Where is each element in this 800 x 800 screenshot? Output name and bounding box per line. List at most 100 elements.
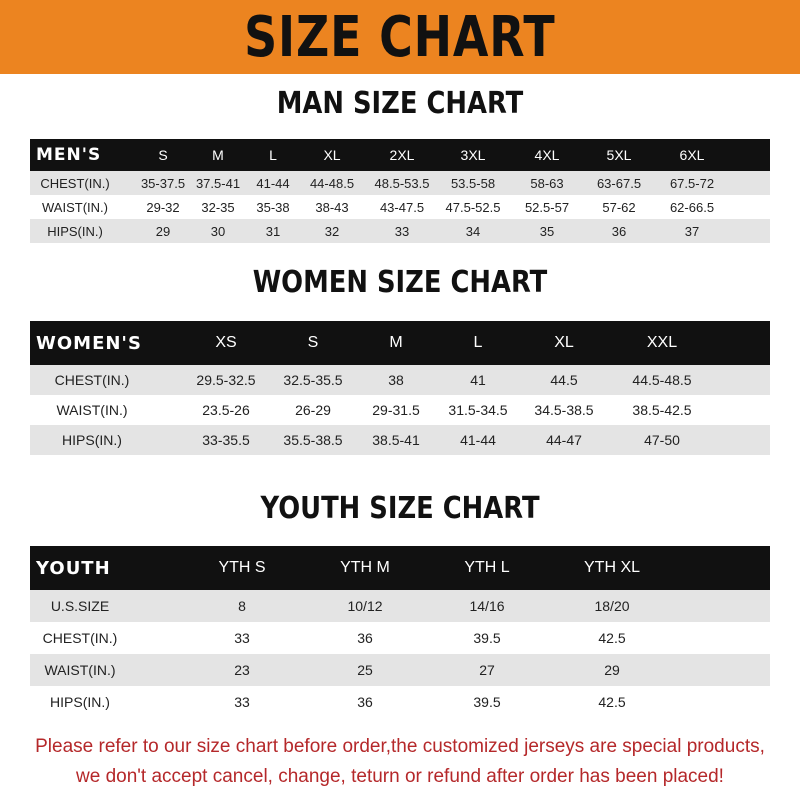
table-cell: 32 (324, 223, 340, 239)
table-cell: 18/20 (594, 598, 630, 614)
size-column-header: M (389, 334, 403, 351)
size-column-header: 2XL (389, 147, 415, 163)
table-cell: 35-37.5 (140, 175, 186, 191)
table-cell: 67.5-72 (669, 175, 715, 191)
row-label: WAIST(IN.) (44, 662, 116, 678)
table-cell: 41-44 (256, 175, 290, 191)
table-corner-label: YOUTH (36, 557, 111, 579)
table-row: HIPS(IN.) 33 36 39.5 42.5 (30, 686, 770, 718)
table-cell: 35-38 (256, 199, 290, 215)
youth-title: YOUTH SIZE CHART (260, 491, 540, 526)
size-column-header: YTH S (218, 559, 266, 576)
table-row: U.S.SIZE 8 10/12 14/16 18/20 (30, 590, 770, 622)
table-cell: 8 (238, 598, 246, 614)
table-row: HIPS(IN.) 29 30 31 32 33 34 35 36 37 (30, 219, 770, 243)
size-column-header: XS (215, 334, 237, 351)
table-cell: 41 (470, 372, 486, 388)
table-cell: 63-67.5 (596, 175, 642, 191)
table-cell: 33 (234, 630, 250, 646)
table-cell: 44.5 (550, 372, 578, 388)
table-cell: 25 (357, 662, 373, 678)
size-column-header: YTH L (464, 559, 510, 576)
size-column-header: M (212, 147, 224, 163)
table-row: CHEST(IN.) 33 36 39.5 42.5 (30, 622, 770, 654)
size-chart-banner: SIZE CHART (0, 0, 800, 74)
table-cell: 14/16 (469, 598, 505, 614)
table-cell: 36 (357, 630, 373, 646)
row-label: WAIST(IN.) (56, 402, 128, 418)
size-column-header: XL (323, 147, 341, 163)
table-cell: 37 (684, 223, 700, 239)
table-cell: 42.5 (598, 694, 626, 710)
row-label: HIPS(IN.) (47, 223, 103, 239)
table-cell: 58-63 (530, 175, 564, 191)
table-row: WAIST(IN.) 29-32 32-35 35-38 38-43 43-47.5 47.… (30, 195, 770, 219)
size-column-header: S (307, 334, 319, 351)
table-cell: 10/12 (347, 598, 383, 614)
table-cell: 44.5-48.5 (632, 372, 692, 388)
size-column-header: YTH M (340, 559, 390, 576)
table-cell: 42.5 (598, 630, 626, 646)
men-header-row: MEN'S S M L XL 2XL 3XL 4XL 5XL 6XL (30, 139, 770, 171)
table-cell: 47-50 (644, 432, 680, 448)
table-cell: 33 (394, 223, 410, 239)
table-cell: 29-32 (146, 199, 180, 215)
table-row: CHEST(IN.) 29.5-32.5 32.5-35.5 38 41 44.5 44.5… (30, 365, 770, 395)
table-cell: 31.5-34.5 (448, 402, 508, 418)
table-cell: 53.5-58 (450, 175, 496, 191)
table-cell: 34.5-38.5 (534, 402, 594, 418)
table-cell: 52.5-57 (524, 199, 570, 215)
table-cell: 29 (604, 662, 620, 678)
size-column-header: 6XL (679, 147, 705, 163)
order-note-line-1-wrap: Please refer to our size chart before or… (0, 734, 800, 760)
size-column-header: XL (554, 334, 574, 351)
size-column-header: 3XL (460, 147, 486, 163)
table-row: HIPS(IN.) 33-35.5 35.5-38.5 38.5-41 41-44 44-… (30, 425, 770, 455)
row-label: U.S.SIZE (50, 598, 110, 614)
row-label: CHEST(IN.) (40, 175, 110, 191)
table-cell: 30 (210, 223, 226, 239)
row-label: WAIST(IN.) (42, 199, 108, 215)
size-column-header: XXL (646, 334, 678, 351)
table-cell: 38 (388, 372, 404, 388)
men-title: MAN SIZE CHART (276, 86, 524, 121)
table-cell: 29-31.5 (372, 402, 420, 418)
table-cell: 33-35.5 (202, 432, 250, 448)
size-column-header: 5XL (606, 147, 632, 163)
table-cell: 37.5-41 (195, 175, 241, 191)
table-corner-label: MEN'S (36, 145, 102, 165)
table-cell: 47.5-52.5 (445, 199, 501, 215)
row-label: CHEST(IN.) (42, 630, 118, 646)
order-note-line-2-wrap: we don't accept cancel, change, teturn o… (0, 764, 800, 790)
table-cell: 31 (265, 223, 281, 239)
size-column-header: S (158, 147, 168, 163)
table-cell: 38.5-42.5 (632, 402, 692, 418)
table-corner-label: WOMEN'S (36, 332, 142, 354)
table-cell: 26-29 (295, 402, 331, 418)
table-cell: 34 (465, 223, 481, 239)
order-note-line-2: we don't accept cancel, change, teturn o… (76, 766, 724, 787)
row-label: HIPS(IN.) (50, 694, 110, 710)
banner-title: SIZE CHART (244, 4, 556, 70)
row-label: CHEST(IN.) (54, 372, 130, 388)
table-cell: 23.5-26 (202, 402, 250, 418)
women-title: WOMEN SIZE CHART (252, 265, 548, 300)
table-cell: 62-66.5 (669, 199, 715, 215)
table-row: WAIST(IN.) 23.5-26 26-29 29-31.5 31.5-34.5 34… (30, 395, 770, 425)
size-column-header: 4XL (534, 147, 560, 163)
table-cell: 36 (611, 223, 627, 239)
order-note-line-1: Please refer to our size chart before or… (35, 736, 765, 757)
table-cell: 44-48.5 (309, 175, 355, 191)
table-cell: 44-47 (546, 432, 582, 448)
row-label: HIPS(IN.) (62, 432, 122, 448)
table-cell: 23 (234, 662, 250, 678)
table-row: CHEST(IN.) 35-37.5 37.5-41 41-44 44-48.5 48.5… (30, 171, 770, 195)
table-cell: 48.5-53.5 (374, 175, 430, 191)
table-cell: 29 (155, 223, 171, 239)
table-cell: 38-43 (315, 199, 349, 215)
table-cell: 29.5-32.5 (196, 372, 256, 388)
table-row: WAIST(IN.) 23 25 27 29 (30, 654, 770, 686)
table-cell: 36 (357, 694, 373, 710)
table-cell: 38.5-41 (372, 432, 420, 448)
table-cell: 27 (479, 662, 495, 678)
